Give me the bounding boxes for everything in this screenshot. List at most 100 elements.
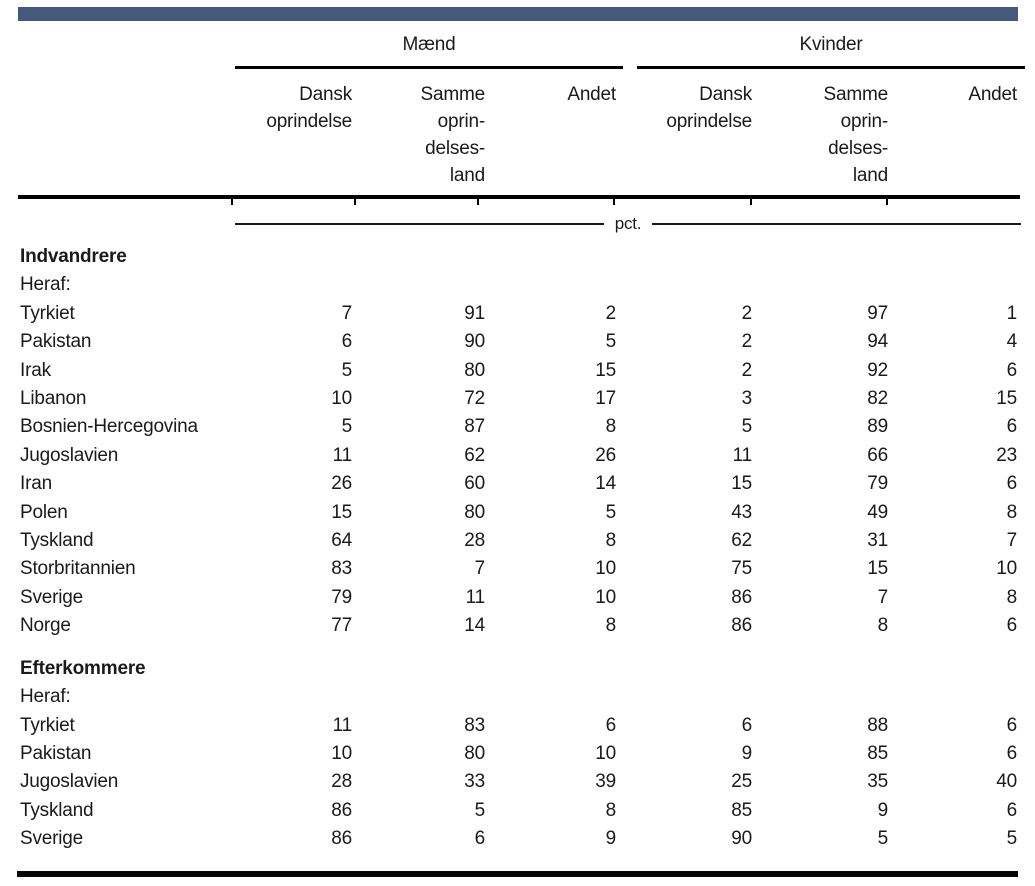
- column-header-andet-maend: Andet: [567, 84, 616, 105]
- row-label: Tyrkiet: [20, 302, 75, 324]
- row-label: Pakistan: [20, 331, 92, 353]
- cell-value: 86: [331, 799, 352, 821]
- cell-value: 11: [332, 714, 353, 736]
- row-label: Norge: [20, 615, 71, 637]
- unit-divider-line-left: [235, 223, 604, 225]
- cell-value: 6: [1006, 473, 1018, 495]
- cell-value: 6: [1006, 799, 1018, 821]
- row-label: Pakistan: [20, 742, 92, 764]
- group-underline-kvinder: [637, 66, 1025, 69]
- cell-value: 66: [867, 444, 888, 466]
- table-row: Sverige 86 6 9 90 5 5: [18, 825, 1017, 853]
- cell-value: 5: [605, 501, 617, 523]
- column-tick: [477, 199, 479, 205]
- row-label: Tyrkiet: [20, 714, 75, 736]
- cell-value: 60: [464, 473, 485, 495]
- cell-value: 14: [464, 615, 485, 637]
- cell-value: 15: [731, 473, 752, 495]
- unit-divider-line-right: [652, 223, 1022, 225]
- table-row: Norge 77 14 8 86 8 6: [18, 612, 1017, 640]
- table-row: Jugoslavien 11 62 26 11 66 23: [18, 442, 1017, 470]
- cell-value: 15: [867, 558, 888, 580]
- cell-value: 90: [731, 828, 752, 850]
- table-row: Sverige 79 11 10 86 7 8: [18, 584, 1017, 612]
- row-label: Bosnien-Hercegovina: [20, 416, 198, 438]
- cell-value: 75: [731, 558, 752, 580]
- cell-value: 8: [605, 615, 617, 637]
- section-subtitle: Heraf:: [20, 686, 71, 708]
- cell-value: 80: [464, 742, 485, 764]
- row-label: Polen: [20, 501, 68, 523]
- column-group-label-kvinder: Kvinder: [799, 34, 863, 55]
- column-tick: [354, 199, 356, 205]
- cell-value: 7: [1006, 530, 1018, 552]
- cell-value: 33: [464, 771, 485, 793]
- cell-value: 6: [1006, 742, 1018, 764]
- section-title-row: Efterkommere: [18, 655, 1017, 683]
- cell-value: 86: [331, 828, 352, 850]
- cell-value: 10: [595, 586, 616, 608]
- section-title: Efterkommere: [20, 657, 146, 679]
- unit-divider: pct.: [235, 212, 1022, 236]
- cell-value: 9: [605, 828, 617, 850]
- cell-value: 28: [331, 771, 352, 793]
- column-header-row: Dansk oprindelse Samme oprin- delses- la…: [18, 81, 1017, 189]
- row-label: Libanon: [20, 388, 87, 410]
- row-label: Tyskland: [20, 530, 94, 552]
- cell-value: 85: [731, 799, 752, 821]
- section-subtitle: Heraf:: [20, 274, 71, 296]
- cell-value: 88: [867, 714, 888, 736]
- table-row: Pakistan 6 90 5 2 94 4: [18, 328, 1017, 356]
- cell-value: 64: [331, 530, 352, 552]
- table-row: Irak 5 80 15 2 92 6: [18, 357, 1017, 385]
- cell-value: 5: [474, 799, 486, 821]
- cell-value: 39: [595, 771, 616, 793]
- cell-value: 83: [331, 558, 352, 580]
- cell-value: 26: [331, 473, 352, 495]
- cell-value: 23: [996, 444, 1017, 466]
- row-label: Storbritannien: [20, 558, 136, 580]
- column-tick: [886, 199, 888, 205]
- header-rule: [18, 195, 1020, 199]
- cell-value: 8: [1006, 586, 1018, 608]
- cell-value: 87: [464, 416, 485, 438]
- cell-value: 79: [867, 473, 888, 495]
- row-label: Jugoslavien: [20, 444, 119, 466]
- cell-value: 8: [1006, 501, 1018, 523]
- section-title: Indvandrere: [20, 246, 127, 267]
- cell-value: 31: [867, 530, 888, 552]
- column-header-andet-kvinder: Andet: [968, 84, 1017, 105]
- row-label: Sverige: [20, 828, 84, 850]
- cell-value: 9: [877, 799, 889, 821]
- cell-value: 15: [595, 359, 616, 381]
- cell-value: 6: [341, 331, 353, 353]
- cell-value: 43: [731, 501, 752, 523]
- cell-value: 62: [731, 530, 752, 552]
- cell-value: 8: [605, 416, 617, 438]
- table-row: Tyskland 86 5 8 85 9 6: [18, 797, 1017, 825]
- row-label: Sverige: [20, 586, 84, 608]
- table-row: Tyrkiet 11 83 6 6 88 6: [18, 712, 1017, 740]
- cell-value: 1: [1006, 302, 1018, 324]
- cell-value: 90: [464, 331, 485, 353]
- table-row: Polen 15 80 5 43 49 8: [18, 499, 1017, 527]
- table-row: Jugoslavien 28 33 39 25 35 40: [18, 768, 1017, 796]
- cell-value: 10: [595, 742, 616, 764]
- top-accent-bar: [18, 7, 1018, 21]
- cell-value: 2: [741, 359, 753, 381]
- cell-value: 97: [867, 302, 888, 324]
- cell-value: 8: [605, 799, 617, 821]
- cell-value: 10: [996, 558, 1017, 580]
- cell-value: 17: [595, 388, 616, 410]
- row-label: Irak: [20, 359, 51, 381]
- cell-value: 26: [595, 444, 616, 466]
- column-tick: [613, 199, 615, 205]
- row-label: Iran: [20, 473, 52, 495]
- cell-value: 89: [867, 416, 888, 438]
- cell-value: 10: [595, 558, 616, 580]
- cell-value: 4: [1006, 331, 1018, 353]
- cell-value: 80: [464, 501, 485, 523]
- cell-value: 10: [331, 742, 352, 764]
- column-tick: [231, 199, 233, 205]
